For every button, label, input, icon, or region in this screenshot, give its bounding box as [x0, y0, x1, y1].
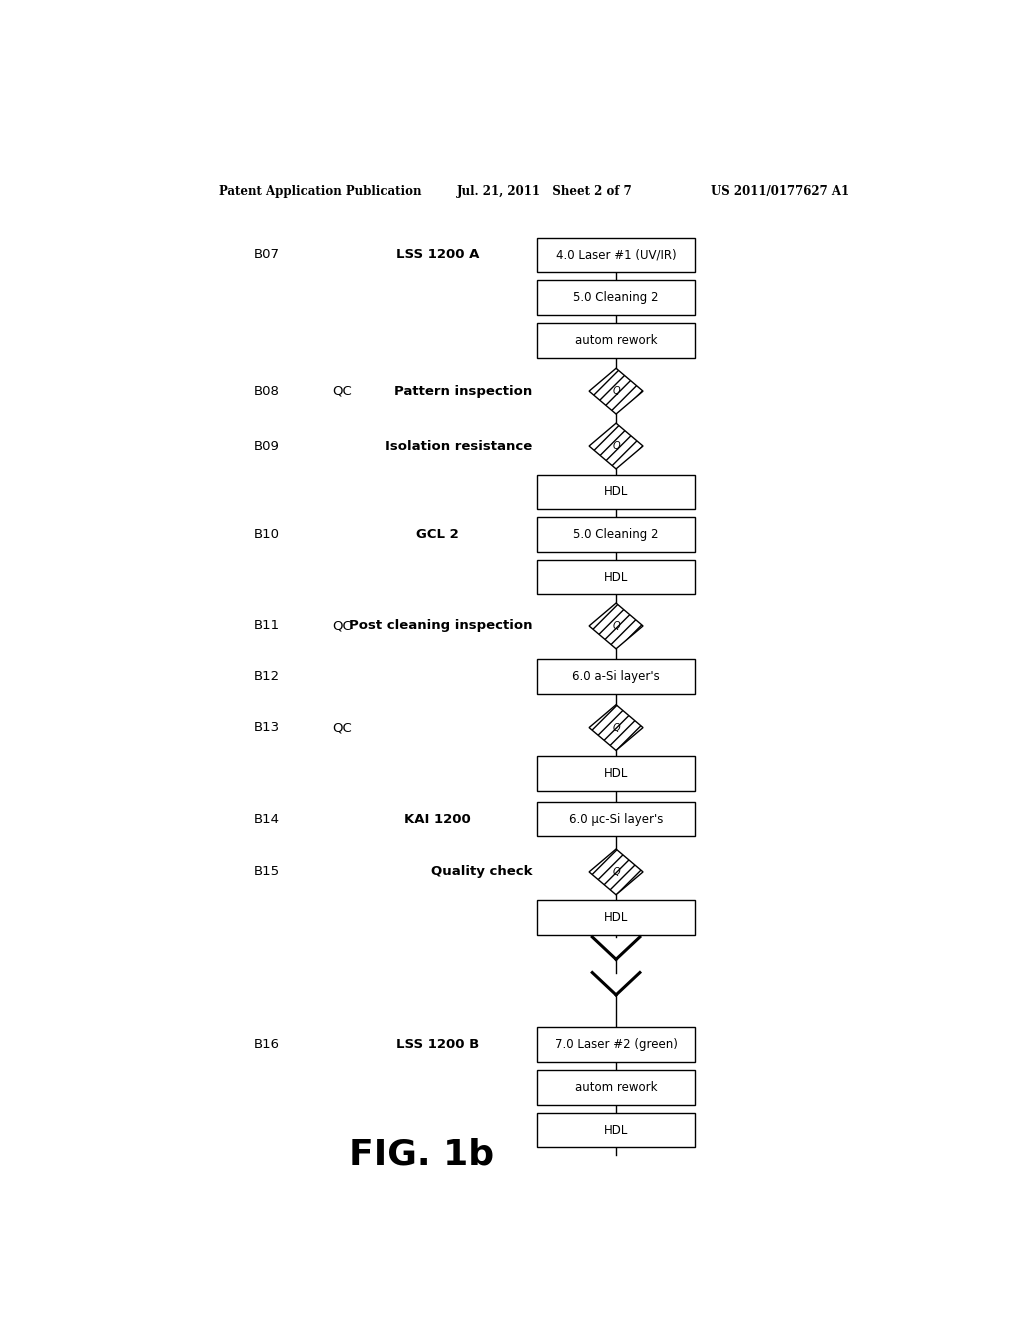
Text: HDL: HDL: [604, 1123, 629, 1137]
Bar: [537, 756, 695, 791]
Text: 6.0 a-Si layer's: 6.0 a-Si layer's: [572, 671, 659, 684]
Polygon shape: [589, 603, 643, 649]
Text: QC: QC: [333, 384, 352, 397]
Text: Jul. 21, 2011   Sheet 2 of 7: Jul. 21, 2011 Sheet 2 of 7: [458, 185, 633, 198]
Text: Isolation resistance: Isolation resistance: [385, 440, 532, 453]
Polygon shape: [589, 849, 643, 895]
Bar: [537, 474, 695, 510]
Text: HDL: HDL: [604, 767, 629, 780]
Text: Q: Q: [612, 867, 620, 876]
Text: 5.0 Cleaning 2: 5.0 Cleaning 2: [573, 528, 658, 541]
Text: B15: B15: [254, 866, 280, 878]
Bar: [537, 238, 695, 272]
Text: US 2011/0177627 A1: US 2011/0177627 A1: [712, 185, 850, 198]
Polygon shape: [589, 705, 643, 751]
Bar: [537, 1027, 695, 1063]
Text: FIG. 1b: FIG. 1b: [349, 1138, 495, 1171]
Text: Pattern inspection: Pattern inspection: [394, 384, 532, 397]
Text: KAI 1200: KAI 1200: [404, 813, 471, 825]
Text: Q: Q: [612, 441, 620, 451]
Bar: [537, 517, 695, 552]
Polygon shape: [589, 424, 643, 469]
Text: LSS 1200 A: LSS 1200 A: [396, 248, 479, 261]
Bar: [537, 660, 695, 694]
Text: B14: B14: [254, 813, 280, 825]
Polygon shape: [589, 368, 643, 414]
Bar: [537, 560, 695, 594]
Text: Q: Q: [612, 620, 620, 631]
Bar: [537, 801, 695, 837]
Text: B13: B13: [254, 721, 280, 734]
Text: B07: B07: [254, 248, 280, 261]
Text: HDL: HDL: [604, 570, 629, 583]
Bar: [537, 323, 695, 358]
Bar: [537, 1113, 695, 1147]
Text: B10: B10: [254, 528, 280, 541]
Text: QC: QC: [333, 619, 352, 632]
Text: GCL 2: GCL 2: [416, 528, 459, 541]
Text: B11: B11: [254, 619, 280, 632]
Text: B08: B08: [254, 384, 280, 397]
Text: HDL: HDL: [604, 911, 629, 924]
Bar: [537, 280, 695, 315]
Text: Q: Q: [612, 387, 620, 396]
Bar: [537, 1071, 695, 1105]
Text: B09: B09: [254, 440, 280, 453]
Text: 7.0 Laser #2 (green): 7.0 Laser #2 (green): [555, 1039, 678, 1051]
Text: 4.0 Laser #1 (UV/IR): 4.0 Laser #1 (UV/IR): [556, 248, 677, 261]
Text: autom rework: autom rework: [574, 1081, 657, 1094]
Text: Post cleaning inspection: Post cleaning inspection: [349, 619, 532, 632]
Text: B12: B12: [254, 671, 280, 684]
Text: QC: QC: [333, 721, 352, 734]
Text: Q: Q: [612, 722, 620, 733]
Text: B16: B16: [254, 1039, 280, 1051]
Text: 6.0 μc-Si layer's: 6.0 μc-Si layer's: [569, 813, 664, 825]
Text: 5.0 Cleaning 2: 5.0 Cleaning 2: [573, 292, 658, 304]
Text: autom rework: autom rework: [574, 334, 657, 347]
Text: HDL: HDL: [604, 486, 629, 498]
Bar: [537, 900, 695, 935]
Text: Quality check: Quality check: [431, 866, 532, 878]
Text: Patent Application Publication: Patent Application Publication: [219, 185, 422, 198]
Text: LSS 1200 B: LSS 1200 B: [396, 1039, 479, 1051]
